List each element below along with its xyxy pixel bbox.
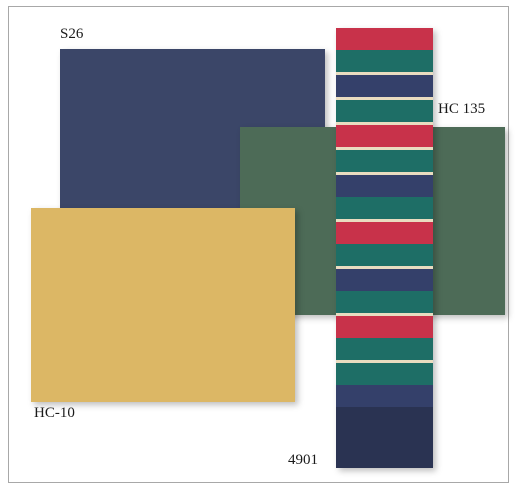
stripe-band-teal: [336, 50, 433, 72]
swatch-label-hc135: HC 135: [438, 101, 486, 117]
stripe-band-cream: [336, 360, 433, 363]
stripe-band-cream: [336, 266, 433, 269]
stripe-band-dark: [336, 407, 433, 417]
swatch-label-s26: S26: [60, 26, 84, 42]
swatch-label-4901: 4901: [288, 452, 318, 468]
stripe-band-cream: [336, 147, 433, 150]
stripe-swatch-4901: [336, 28, 433, 468]
stripe-band-navy: [336, 385, 433, 407]
stripe-band-cream: [336, 313, 433, 316]
stripe-band-teal: [336, 244, 433, 266]
stripe-band-teal: [336, 291, 433, 313]
stripe-band-red: [336, 125, 433, 147]
stripe-band-navy: [336, 75, 433, 97]
stripe-band-cream: [336, 122, 433, 125]
stripe-band-red: [336, 316, 433, 338]
stripe-band-teal: [336, 150, 433, 172]
stripe-band-red: [336, 222, 433, 244]
swatch-label-hc10: HC-10: [34, 405, 75, 421]
stripe-band-teal: [336, 363, 433, 385]
stripe-band-cream: [336, 219, 433, 222]
swatch-hc10: [31, 208, 295, 402]
stripe-band-dark: [336, 417, 433, 468]
stripe-band-cream: [336, 172, 433, 175]
stripe-band-teal: [336, 338, 433, 360]
stripe-band-cream: [336, 72, 433, 75]
stripe-band-navy: [336, 175, 433, 197]
stripe-band-cream: [336, 97, 433, 100]
stripe-band-teal: [336, 100, 433, 122]
stripe-band-red: [336, 28, 433, 50]
stripe-band-teal: [336, 197, 433, 219]
stripe-band-navy: [336, 269, 433, 291]
